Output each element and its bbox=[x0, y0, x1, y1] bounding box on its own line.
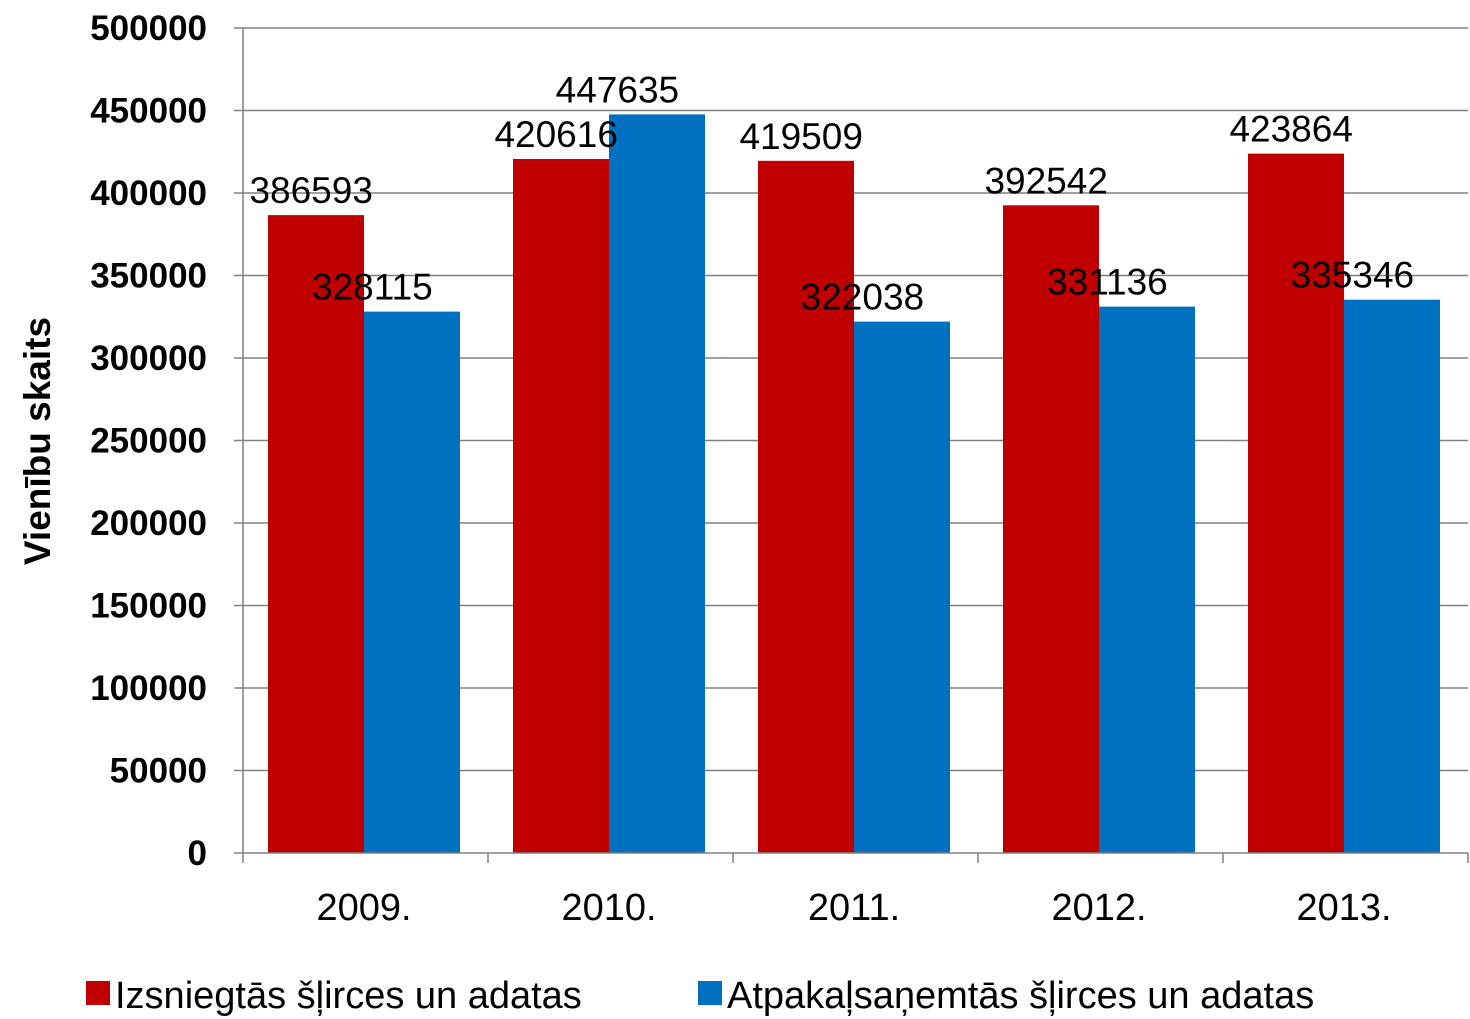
data-label: 328115 bbox=[312, 267, 433, 308]
y-tick-label: 50000 bbox=[110, 752, 207, 791]
bar bbox=[758, 160, 854, 853]
y-tick-label: 400000 bbox=[90, 174, 207, 213]
legend: Izsniegtās šļirces un adatas Atpakaļsaņem… bbox=[86, 975, 1314, 1017]
y-tick-label: 300000 bbox=[90, 339, 207, 378]
axes bbox=[234, 27, 1469, 863]
bar bbox=[513, 158, 609, 854]
legend-swatch bbox=[698, 981, 722, 1005]
y-tick-label: 250000 bbox=[90, 422, 207, 461]
y-tick-label: 0 bbox=[188, 834, 207, 873]
bar bbox=[1099, 306, 1195, 853]
bar bbox=[854, 321, 950, 853]
legend-label: Izsniegtās šļirces un adatas bbox=[115, 975, 582, 1017]
data-label: 419509 bbox=[739, 116, 862, 157]
y-tick-label: 150000 bbox=[90, 587, 207, 626]
data-label: 335346 bbox=[1291, 255, 1414, 296]
x-tick-label: 2009. bbox=[316, 887, 411, 929]
data-label: 423864 bbox=[1229, 109, 1352, 150]
x-tick-label: 2013. bbox=[1296, 887, 1391, 929]
y-tick-label: 500000 bbox=[90, 9, 207, 48]
y-tick-label: 100000 bbox=[90, 669, 207, 708]
legend-label: Atpakaļsaņemtās šļirces un adatas bbox=[727, 975, 1314, 1017]
bar bbox=[1344, 299, 1440, 854]
tick-labels: 0 50000 100000 150000 200000 250000 300000 3500… bbox=[90, 9, 1391, 929]
x-tick-label: 2011. bbox=[808, 887, 900, 929]
bar bbox=[1003, 205, 1099, 854]
bar bbox=[268, 215, 364, 853]
data-label: 322038 bbox=[801, 277, 924, 318]
x-tick-label: 2012. bbox=[1051, 887, 1146, 929]
y-tick-label: 200000 bbox=[90, 504, 207, 543]
data-label: 447635 bbox=[556, 69, 679, 110]
bar bbox=[609, 114, 705, 854]
data-label: 331136 bbox=[1047, 262, 1168, 303]
bar bbox=[364, 311, 460, 854]
data-label: 386593 bbox=[249, 170, 372, 211]
bar bbox=[1248, 153, 1344, 854]
y-tick-label: 350000 bbox=[90, 257, 207, 296]
x-tick-label: 2010. bbox=[561, 887, 656, 929]
bars bbox=[268, 114, 1440, 854]
data-label: 392542 bbox=[984, 160, 1107, 201]
y-tick-label: 450000 bbox=[90, 92, 207, 131]
legend-swatch bbox=[86, 981, 110, 1005]
y-axis-label: Vienību skaits bbox=[17, 317, 58, 565]
data-label: 420616 bbox=[494, 114, 617, 155]
